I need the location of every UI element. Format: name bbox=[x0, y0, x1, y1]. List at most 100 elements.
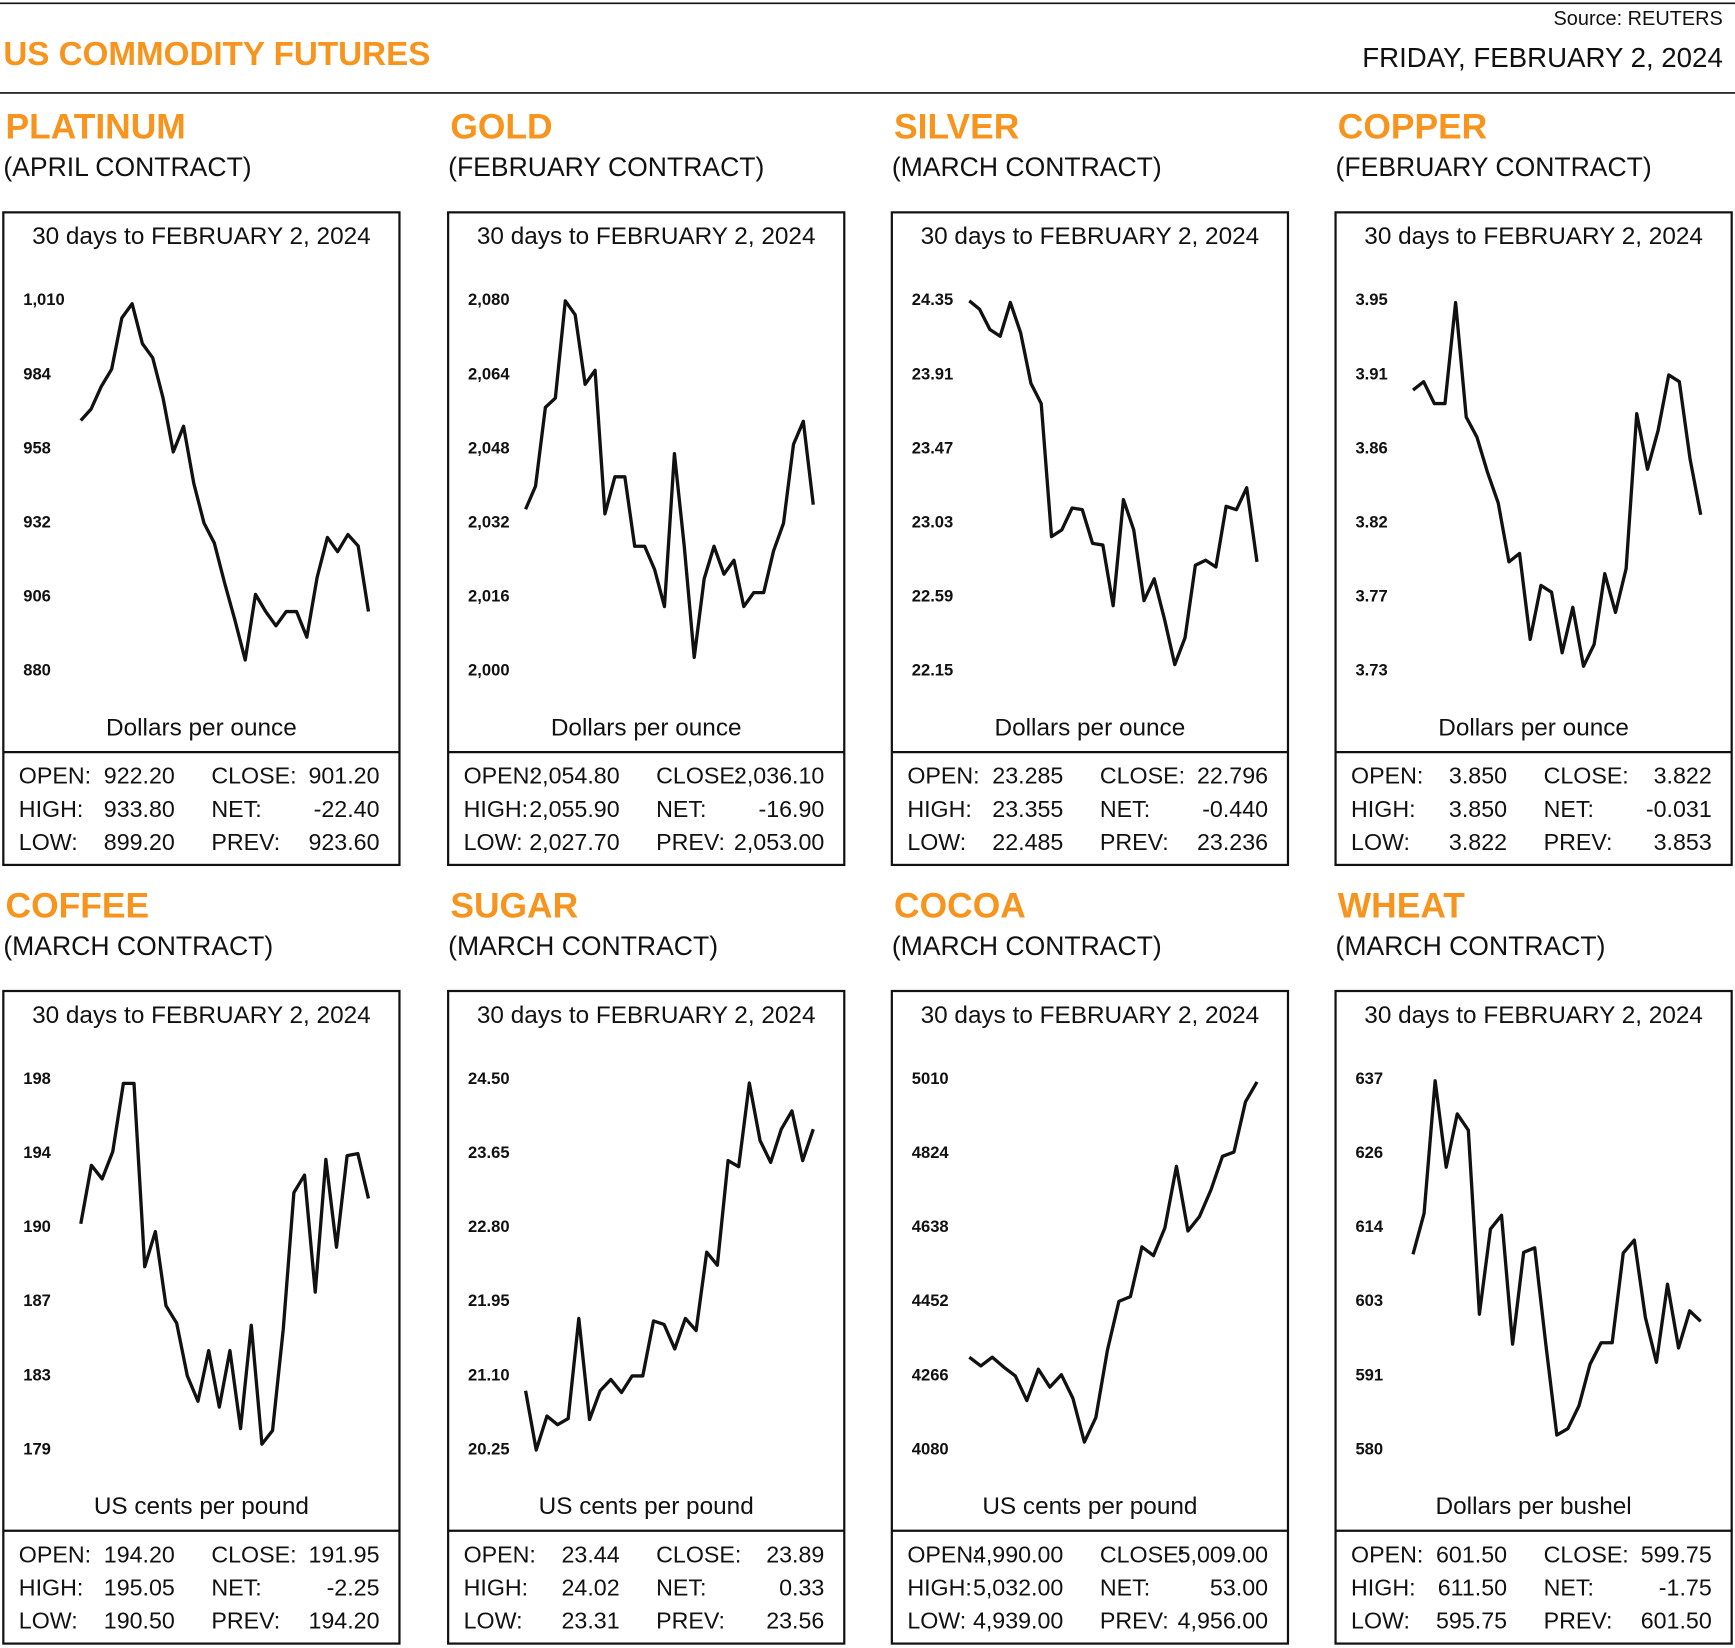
y-tick-label: 187 bbox=[23, 1291, 51, 1310]
y-tick-label: 614 bbox=[1355, 1217, 1383, 1236]
stat-value: 23.285 bbox=[992, 763, 1063, 789]
unit-label: US cents per pound bbox=[982, 1493, 1197, 1520]
stat-label: NET: bbox=[1100, 796, 1150, 822]
stat-value: 899.20 bbox=[104, 829, 175, 855]
stat-value: 3.822 bbox=[1449, 829, 1507, 855]
stat-label: PREV: bbox=[1544, 1608, 1613, 1634]
stat-label: LOW: bbox=[19, 829, 78, 855]
y-tick-label: 24.35 bbox=[912, 290, 954, 309]
stat-value: -16.90 bbox=[758, 796, 824, 822]
stat-value: 191.95 bbox=[308, 1541, 379, 1567]
stat-label: HIGH: bbox=[1351, 796, 1416, 822]
y-tick-label: 2,080 bbox=[468, 290, 510, 309]
stat-label: CLOSE: bbox=[656, 1541, 741, 1567]
stat-value: 3.850 bbox=[1449, 796, 1507, 822]
chart-box bbox=[1334, 211, 1733, 867]
stat-label: OPEN: bbox=[19, 1541, 91, 1567]
y-tick-label: 4080 bbox=[912, 1439, 949, 1458]
stat-label: PREV: bbox=[656, 1608, 725, 1634]
chart-caption: 30 days to FEBRUARY 2, 2024 bbox=[921, 223, 1260, 250]
stat-value: 5,032.00 bbox=[973, 1575, 1063, 1601]
contract: (MARCH CONTRACT) bbox=[3, 931, 273, 961]
stat-value: 601.50 bbox=[1436, 1541, 1507, 1567]
chart-box bbox=[890, 989, 1290, 1645]
y-tick-label: 637 bbox=[1355, 1069, 1383, 1088]
commodity-name: SUGAR bbox=[450, 885, 578, 925]
price-line bbox=[524, 299, 815, 660]
contract: (MARCH CONTRACT) bbox=[892, 152, 1162, 182]
y-tick-label: 932 bbox=[23, 513, 51, 532]
chart-caption: 30 days to FEBRUARY 2, 2024 bbox=[32, 223, 371, 250]
y-tick-label: 24.50 bbox=[468, 1069, 510, 1088]
stat-value: 53.00 bbox=[1210, 1575, 1268, 1601]
stat-label: OPEN: bbox=[1351, 1541, 1423, 1567]
price-line bbox=[79, 1081, 371, 1446]
unit-label: US cents per pound bbox=[94, 1493, 309, 1520]
y-tick-label: 3.82 bbox=[1355, 513, 1387, 532]
stat-value: 2,053.00 bbox=[734, 829, 824, 855]
stat-value: 611.50 bbox=[1438, 1575, 1507, 1601]
chart-caption: 30 days to FEBRUARY 2, 2024 bbox=[477, 223, 816, 250]
stat-label: CLOSE: bbox=[656, 763, 741, 789]
stat-value: 22.796 bbox=[1197, 763, 1268, 789]
stat-label: HIGH: bbox=[19, 1575, 84, 1601]
y-tick-label: 21.10 bbox=[468, 1365, 510, 1384]
y-tick-label: 3.86 bbox=[1355, 438, 1387, 457]
stat-value: 23.355 bbox=[992, 796, 1063, 822]
y-tick-label: 2,032 bbox=[468, 513, 510, 532]
stat-value: -0.031 bbox=[1646, 796, 1712, 822]
commodity-name: PLATINUM bbox=[6, 107, 186, 147]
stat-label: LOW: bbox=[907, 829, 966, 855]
unit-label: Dollars per ounce bbox=[106, 714, 297, 741]
stat-label: LOW: bbox=[464, 1608, 523, 1634]
stat-value: -0.440 bbox=[1202, 796, 1268, 822]
stat-label: HIGH: bbox=[907, 796, 972, 822]
price-line bbox=[1411, 300, 1703, 668]
contract: (FEBRUARY CONTRACT) bbox=[448, 152, 764, 182]
y-tick-label: 984 bbox=[23, 364, 51, 383]
y-tick-label: 591 bbox=[1355, 1365, 1383, 1384]
stat-value: 595.75 bbox=[1436, 1608, 1507, 1634]
chart-caption: 30 days to FEBRUARY 2, 2024 bbox=[921, 1002, 1260, 1029]
stat-label: NET: bbox=[1100, 1575, 1150, 1601]
unit-label: US cents per pound bbox=[539, 1493, 754, 1520]
commodity-name: COPPER bbox=[1338, 107, 1488, 147]
stat-label: LOW: bbox=[464, 829, 523, 855]
stat-label: NET: bbox=[1544, 1575, 1594, 1601]
price-line bbox=[968, 299, 1259, 667]
stat-label: CLOSE: bbox=[211, 763, 296, 789]
stat-label: HIGH: bbox=[464, 1575, 529, 1601]
stat-value: 2,055.90 bbox=[529, 796, 619, 822]
stat-value: 195.05 bbox=[104, 1575, 175, 1601]
chart-box bbox=[2, 211, 401, 867]
y-tick-label: 21.95 bbox=[468, 1291, 510, 1310]
unit-label: Dollars per bushel bbox=[1436, 1493, 1632, 1520]
contract: (MARCH CONTRACT) bbox=[448, 931, 718, 961]
price-line bbox=[1411, 1079, 1702, 1437]
unit-label: Dollars per ounce bbox=[1438, 714, 1629, 741]
stat-value: 923.60 bbox=[308, 829, 379, 855]
source: Source: REUTERS bbox=[1554, 8, 1723, 30]
stat-label: CLOSE: bbox=[1100, 1541, 1185, 1567]
stat-value: 3.850 bbox=[1449, 763, 1507, 789]
stat-label: PREV: bbox=[656, 829, 725, 855]
y-tick-label: 580 bbox=[1355, 1439, 1383, 1458]
y-tick-label: 3.95 bbox=[1355, 290, 1387, 309]
stat-value: 4,956.00 bbox=[1178, 1608, 1268, 1634]
y-tick-label: 958 bbox=[23, 438, 51, 457]
y-tick-label: 23.47 bbox=[912, 438, 954, 457]
y-tick-label: 20.25 bbox=[468, 1439, 510, 1458]
stat-value: 194.20 bbox=[104, 1541, 175, 1567]
stat-value: -22.40 bbox=[314, 796, 380, 822]
y-tick-label: 22.15 bbox=[912, 661, 954, 680]
y-tick-label: 23.65 bbox=[468, 1143, 510, 1162]
chart-box bbox=[890, 211, 1290, 867]
y-tick-label: 3.73 bbox=[1355, 661, 1387, 680]
y-tick-label: 22.59 bbox=[912, 587, 954, 606]
stat-value: 4,939.00 bbox=[973, 1608, 1063, 1634]
y-tick-label: 3.77 bbox=[1355, 587, 1387, 606]
stat-value: 3.853 bbox=[1654, 829, 1712, 855]
stat-value: 23.44 bbox=[562, 1541, 620, 1567]
stat-value: 23.236 bbox=[1197, 829, 1268, 855]
